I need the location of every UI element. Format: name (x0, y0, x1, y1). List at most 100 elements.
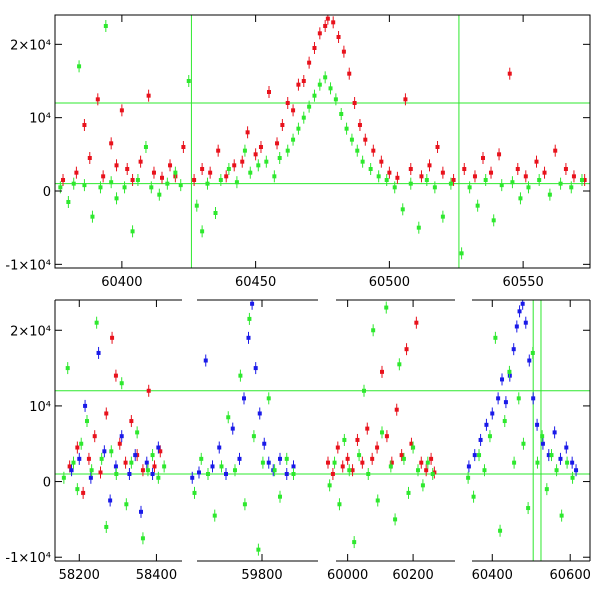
data-point (540, 434, 545, 439)
data-point (502, 419, 507, 424)
data-point (256, 163, 261, 168)
data-point (98, 185, 103, 190)
data-point (403, 97, 408, 102)
data-point (203, 358, 208, 363)
data-point (216, 148, 221, 153)
data-point (194, 203, 199, 208)
data-point (497, 152, 502, 157)
data-point (206, 472, 210, 476)
data-point (232, 163, 237, 168)
data-point (234, 180, 239, 185)
data-point (384, 434, 389, 439)
data-point (404, 347, 409, 352)
data-point (481, 156, 485, 160)
data-point (553, 148, 558, 153)
data-point (491, 218, 496, 223)
data-point (150, 472, 155, 476)
data-point (125, 167, 130, 171)
data-point (192, 178, 197, 182)
data-point (558, 181, 563, 186)
data-point (127, 472, 132, 476)
data-point (123, 460, 128, 465)
data-point (531, 396, 536, 401)
data-point (490, 411, 495, 416)
data-point (544, 487, 549, 492)
data-point (262, 441, 267, 446)
data-point (242, 148, 247, 153)
data-point (355, 437, 360, 442)
data-point (291, 472, 296, 476)
data-point (440, 170, 445, 175)
data-point (233, 468, 237, 473)
data-point (526, 185, 531, 190)
data-point (124, 502, 129, 507)
data-point (419, 460, 424, 465)
data-point (122, 185, 127, 190)
data-point (253, 366, 258, 371)
data-point (420, 483, 425, 488)
x-tick-label: 60200 (392, 568, 433, 583)
data-point (284, 472, 289, 476)
data-point (571, 174, 576, 179)
data-point (401, 456, 406, 461)
data-point (69, 468, 74, 473)
data-point (523, 174, 528, 179)
data-point (514, 324, 519, 329)
data-point (327, 483, 332, 488)
data-point (563, 167, 568, 171)
data-point (247, 316, 252, 321)
data-point (527, 358, 532, 363)
data-point (256, 547, 261, 552)
data-point (393, 517, 398, 522)
y-tick-label: 2×10⁴ (10, 324, 51, 339)
data-point (77, 456, 82, 461)
data-point (400, 207, 405, 212)
data-point (326, 460, 330, 465)
data-point (558, 456, 563, 461)
data-point (157, 192, 162, 197)
data-point (333, 97, 338, 102)
data-point (248, 170, 253, 175)
data-point (534, 159, 539, 164)
data-point (75, 445, 80, 450)
data-point (472, 174, 477, 179)
data-point (104, 411, 109, 416)
data-point (424, 178, 429, 182)
data-point (451, 178, 456, 182)
x-tick-label: 60400 (101, 275, 142, 290)
top-panel (54, 14, 591, 269)
data-point (224, 472, 228, 476)
data-point (85, 419, 89, 424)
data-point (559, 513, 564, 518)
data-point (472, 453, 477, 458)
data-point (150, 453, 155, 458)
data-point (397, 362, 402, 367)
data-point (496, 396, 501, 401)
data-point (75, 487, 80, 492)
data-point (285, 148, 290, 153)
top-panel-frame (54, 14, 591, 269)
data-point (340, 464, 345, 469)
data-point (71, 460, 76, 465)
data-point (500, 377, 505, 382)
data-point (89, 468, 94, 473)
x-tick-label: 58200 (59, 568, 100, 583)
x-tick-label: 60450 (235, 275, 276, 290)
data-point (411, 445, 416, 450)
data-point (512, 460, 517, 465)
data-point (344, 126, 349, 131)
data-point (242, 502, 247, 507)
data-point (379, 159, 384, 164)
data-point (178, 183, 183, 188)
data-point (103, 24, 108, 28)
data-point (526, 506, 531, 511)
data-point (370, 456, 375, 461)
data-point (392, 185, 397, 190)
data-point (466, 475, 471, 480)
data-point (226, 415, 231, 420)
data-point (162, 464, 167, 469)
data-point (335, 445, 340, 450)
data-point (210, 464, 215, 469)
